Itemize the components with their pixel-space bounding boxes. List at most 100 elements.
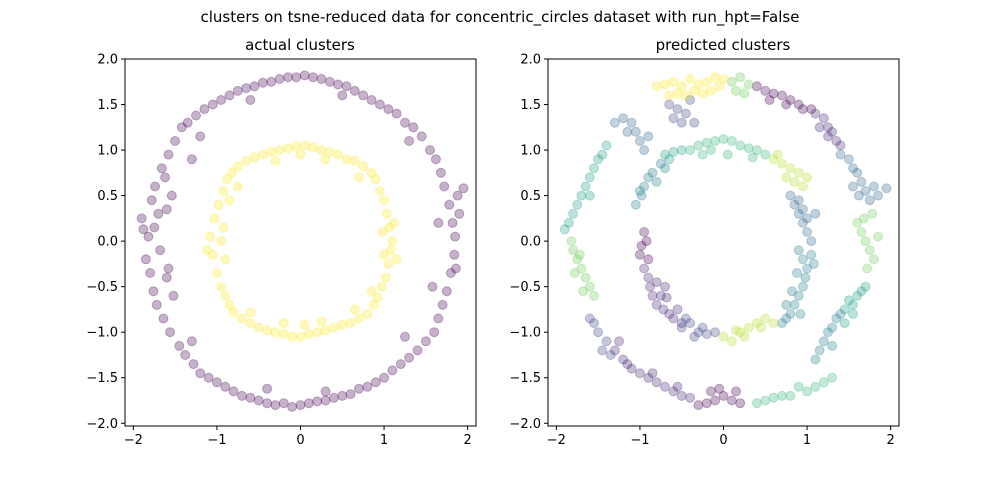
data-point <box>718 134 729 145</box>
data-point <box>743 143 754 154</box>
data-point <box>647 290 658 301</box>
data-point <box>781 313 792 324</box>
data-point <box>320 154 331 165</box>
data-point <box>218 186 229 196</box>
y-tick-label: −0.5 <box>86 280 118 295</box>
data-point <box>161 272 172 283</box>
data-point <box>433 217 444 228</box>
left-plot-area: −2 −1 0 1 2 −2.0 −1.5 −1.0 −0.5 0.0 0.5 1.0 1.5 2.0 <box>86 53 477 448</box>
data-point <box>781 172 792 183</box>
data-point <box>710 136 721 146</box>
data-point <box>166 190 177 201</box>
data-point <box>881 183 892 194</box>
figure-title: clusters on tsne-reduced data for concen… <box>201 8 800 27</box>
data-point <box>211 377 222 388</box>
data-point <box>777 390 787 401</box>
data-point <box>664 154 675 165</box>
data-point <box>785 190 796 201</box>
data-point <box>793 245 804 256</box>
data-point <box>848 181 858 192</box>
data-point <box>693 140 704 151</box>
data-point <box>714 383 725 394</box>
data-point <box>685 392 696 403</box>
y-tick-label: −0.5 <box>509 280 541 295</box>
data-point <box>136 213 147 224</box>
data-point <box>601 336 612 347</box>
data-point <box>848 309 858 319</box>
data-point <box>810 108 821 119</box>
data-point <box>385 245 396 256</box>
data-point <box>601 140 612 151</box>
data-point <box>835 140 846 151</box>
right-plot-area: −2 −1 0 1 2 −2.0 −1.5 −1.0 −0.5 0.0 0.5 1.0 1.5 2.0 <box>509 53 900 448</box>
data-point <box>808 258 819 269</box>
data-point <box>379 372 390 383</box>
data-point <box>795 309 806 319</box>
data-point <box>291 141 302 152</box>
data-point <box>647 167 658 178</box>
data-point <box>458 183 469 194</box>
data-point <box>597 345 608 356</box>
data-point <box>308 142 318 153</box>
data-point <box>354 172 364 183</box>
data-point <box>685 318 696 329</box>
data-point <box>818 113 829 124</box>
data-point <box>303 398 314 409</box>
data-point <box>718 390 729 401</box>
data-point <box>349 85 360 96</box>
data-point <box>186 154 197 165</box>
data-point <box>435 167 446 178</box>
data-point <box>751 318 762 329</box>
data-point <box>676 117 687 128</box>
data-point <box>345 318 356 329</box>
data-point <box>701 398 712 409</box>
data-point <box>203 372 214 383</box>
data-point <box>220 254 231 265</box>
data-point <box>199 104 210 115</box>
data-point <box>664 309 675 319</box>
left-subplot: actual clusters −2 −1 0 1 2 −2.0 −1.5 −1.0 −0.5 0… <box>86 36 477 448</box>
data-point <box>266 76 277 87</box>
data-point <box>299 319 310 330</box>
data-point <box>852 290 863 301</box>
data-point <box>220 381 231 392</box>
data-point <box>658 304 669 315</box>
data-point <box>660 79 670 90</box>
data-point <box>858 213 869 224</box>
data-point <box>760 149 771 160</box>
data-point <box>647 368 658 379</box>
data-point <box>668 76 679 87</box>
data-point <box>143 231 154 242</box>
data-point <box>864 245 875 256</box>
data-point <box>835 309 846 319</box>
data-point <box>253 395 264 406</box>
data-point <box>249 81 260 92</box>
data-point <box>237 313 247 324</box>
data-point <box>209 213 220 224</box>
data-point <box>672 304 683 315</box>
data-point <box>722 149 733 160</box>
data-point <box>843 295 854 306</box>
data-point <box>660 381 670 392</box>
data-point <box>257 77 268 88</box>
data-point <box>768 392 779 403</box>
data-point <box>797 254 808 265</box>
data-point <box>160 172 171 183</box>
data-point <box>278 329 289 339</box>
data-point <box>751 398 762 409</box>
data-point <box>593 327 604 338</box>
data-point <box>800 272 811 283</box>
data-point <box>787 286 797 297</box>
data-point <box>626 117 637 128</box>
x-tick-label: 1 <box>803 433 811 448</box>
data-point <box>370 174 381 185</box>
data-point <box>163 149 174 160</box>
data-point <box>701 329 712 339</box>
data-point <box>249 152 260 163</box>
data-point <box>718 331 729 342</box>
data-point <box>170 136 181 146</box>
data-point <box>349 156 360 166</box>
data-point <box>176 122 187 133</box>
data-point <box>369 299 379 310</box>
data-point <box>299 140 310 151</box>
